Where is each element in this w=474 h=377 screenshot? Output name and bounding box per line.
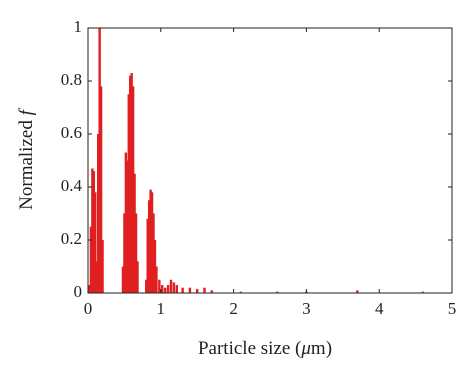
bar (166, 285, 170, 293)
y-tick-label: 0.8 (61, 70, 82, 89)
bar (149, 189, 152, 293)
bar (126, 160, 129, 293)
bar (91, 168, 94, 293)
bar (92, 171, 96, 293)
bar (96, 134, 100, 293)
bar (181, 287, 184, 293)
bar (150, 192, 154, 293)
bar (175, 285, 179, 293)
bar (152, 213, 155, 293)
x-tick-label: 3 (302, 299, 311, 318)
bar (121, 266, 125, 293)
bar (127, 94, 130, 293)
bar (196, 289, 199, 293)
bar (134, 213, 138, 293)
bar (95, 261, 98, 293)
plot-frame (87, 27, 453, 294)
bar (99, 86, 103, 293)
bar (276, 291, 279, 293)
bar (356, 290, 359, 293)
bar (123, 213, 126, 293)
y-tick-label: 0.6 (61, 123, 82, 142)
bar (89, 226, 93, 293)
bar (158, 279, 161, 293)
bar (203, 287, 206, 293)
bar (169, 279, 173, 293)
y-axis-title-part: f (16, 107, 37, 115)
bar (94, 192, 97, 293)
x-axis-title: Particle size (μm) (198, 338, 332, 359)
bar (147, 200, 151, 293)
y-tick-label: 1 (74, 17, 83, 36)
bar (101, 240, 104, 293)
bar (98, 28, 101, 293)
x-tick-label: 4 (375, 299, 384, 318)
x-axis-title-part: Particle size ( (198, 338, 301, 359)
bar (131, 86, 135, 293)
y-axis-title-part: Normalized (16, 115, 37, 209)
x-tick-label: 5 (448, 299, 457, 318)
bar (130, 73, 133, 293)
bar (172, 282, 176, 293)
y-tick-label: 0.4 (61, 176, 83, 195)
y-tick-label: 0 (74, 282, 83, 301)
x-axis-title-part: m) (311, 338, 332, 359)
x-tick-label: 0 (84, 299, 93, 318)
bar (153, 240, 157, 293)
y-tick-label: 0.2 (61, 229, 82, 248)
bar (421, 291, 425, 293)
bar (188, 287, 192, 293)
bar (133, 173, 136, 293)
bar (124, 152, 128, 293)
x-tick-label: 2 (229, 299, 238, 318)
bar (129, 75, 132, 293)
bar (210, 290, 213, 293)
x-axis-title-part: μ (300, 338, 311, 359)
bar (145, 279, 148, 293)
bar (146, 218, 149, 293)
bar (239, 291, 243, 293)
bar (155, 266, 158, 293)
x-tick-label: 1 (157, 299, 166, 318)
bar (161, 285, 164, 293)
bar (88, 285, 91, 293)
bar (163, 287, 167, 293)
y-axis-title: Normalized f (16, 107, 37, 209)
bar (136, 261, 139, 293)
